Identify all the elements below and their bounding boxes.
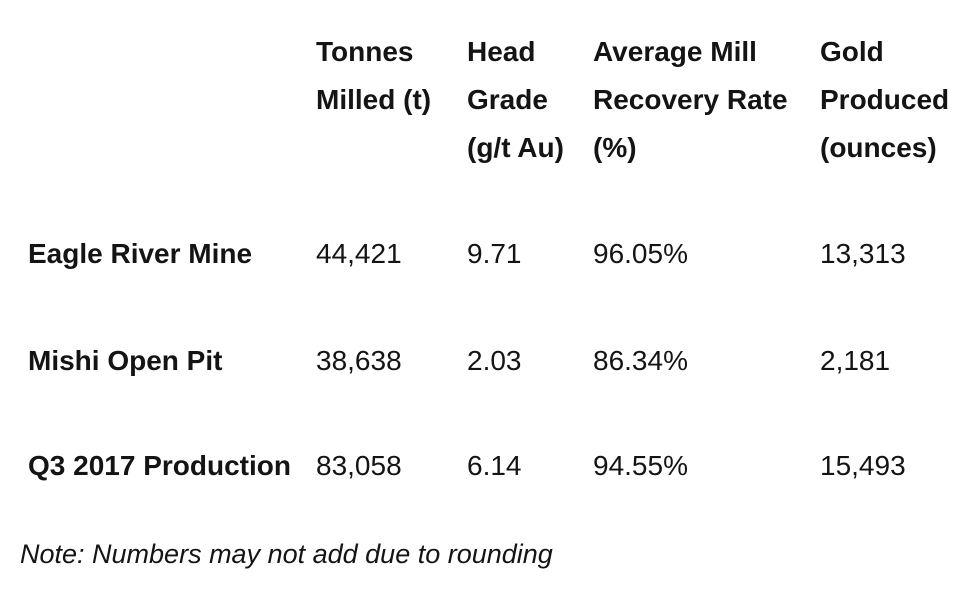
header-line: Average Mill [593,36,757,67]
cell-recovery-rate: 94.55% [593,450,688,481]
row-label-eagle-river: Eagle River Mine [28,238,253,269]
cell-tonnes-milled: 44,421 [316,238,402,269]
header-line: (ounces) [820,132,937,163]
production-table: Tonnes Milled (t) Head Grade (g/t Au) Av… [28,28,980,490]
cell-gold-produced: 13,313 [820,238,906,269]
header-line: Produced [820,84,950,115]
cell-recovery-rate: 96.05% [593,238,688,269]
cell-recovery-rate: 86.34% [593,345,688,376]
header-line: (g/t Au) [467,132,564,163]
header-line: Gold [820,36,884,67]
header-line: (%) [593,132,637,163]
header-head-grade: Head Grade (g/t Au) [467,28,593,172]
row-label-mishi-open-pit: Mishi Open Pit [28,345,223,376]
header-line: Recovery Rate [593,84,788,115]
header-line: Milled (t) [316,84,432,115]
header-line: Tonnes [316,36,414,67]
header-tonnes-milled: Tonnes Milled (t) [316,28,467,124]
row-label-q3-2017-production: Q3 2017 Production [28,450,291,481]
header-line: Grade [467,84,548,115]
rounding-footnote: Note: Numbers may not add due to roundin… [20,539,553,569]
cell-tonnes-milled: 38,638 [316,345,402,376]
cell-gold-produced: 15,493 [820,450,906,481]
header-gold-produced: Gold Produced (ounces) [820,28,980,172]
cell-head-grade: 6.14 [467,450,522,481]
cell-head-grade: 9.71 [467,238,522,269]
header-recovery-rate: Average Mill Recovery Rate (%) [593,28,820,172]
header-line: Head [467,36,536,67]
cell-head-grade: 2.03 [467,345,522,376]
cell-gold-produced: 2,181 [820,345,891,376]
cell-tonnes-milled: 83,058 [316,450,402,481]
